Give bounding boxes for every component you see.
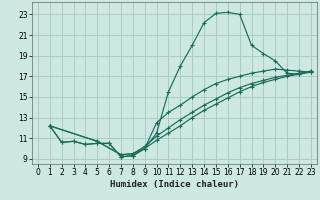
X-axis label: Humidex (Indice chaleur): Humidex (Indice chaleur) [110,180,239,189]
